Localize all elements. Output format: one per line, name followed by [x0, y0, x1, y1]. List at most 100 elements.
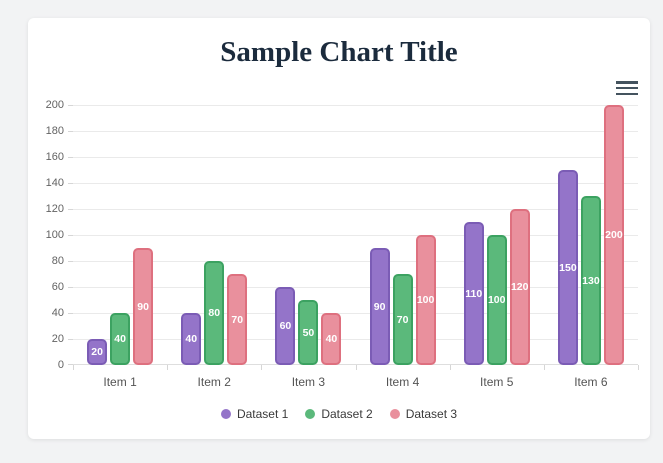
gridline: [73, 287, 638, 288]
x-tick-mark: [638, 365, 639, 370]
bar[interactable]: 60: [275, 287, 296, 365]
gridline: [73, 313, 638, 314]
bar-group: 60 50 40: [261, 105, 355, 365]
legend-color-dot-icon: [305, 409, 316, 419]
y-tick-mark: [68, 313, 73, 314]
x-axis-category-label: Item 1: [103, 375, 137, 389]
x-axis-line: [73, 364, 638, 365]
x-tick-mark: [167, 365, 169, 370]
y-tick-mark: [68, 157, 73, 158]
bar[interactable]: 130: [580, 196, 601, 365]
bar-value-label: 80: [208, 307, 221, 319]
bar[interactable]: 70: [392, 274, 413, 365]
y-axis-tick-label: 160: [45, 151, 64, 163]
hamburger-menu-icon[interactable]: [616, 80, 638, 96]
chart-legend: Dataset 1 Dataset 2 Dataset 3: [28, 407, 650, 421]
bar[interactable]: 80: [204, 261, 225, 365]
bar-group: 150 130 200: [544, 105, 638, 365]
y-tick-mark: [68, 105, 73, 106]
y-tick-mark: [68, 261, 73, 262]
bar[interactable]: 50: [298, 300, 319, 365]
x-axis-category-label: Item 4: [385, 375, 420, 389]
y-tick-mark: [68, 209, 73, 210]
bar-value-label: 110: [465, 287, 483, 300]
gridline: [73, 261, 638, 262]
legend-item[interactable]: Dataset 2: [305, 407, 373, 421]
y-axis-tick-label: 40: [51, 307, 64, 319]
chart-title: Sample Chart Title: [220, 36, 458, 68]
bar[interactable]: 110: [463, 222, 484, 365]
legend-item[interactable]: Dataset 3: [389, 407, 458, 421]
bar[interactable]: 90: [369, 248, 390, 365]
gridline: [73, 157, 638, 158]
bar-value-label: 50: [302, 326, 315, 339]
bar[interactable]: 150: [557, 170, 578, 365]
bar-group: 110 100 120: [450, 105, 544, 365]
y-axis-tick-label: 80: [51, 255, 64, 267]
y-tick-mark: [68, 131, 73, 132]
bar[interactable]: 20: [87, 339, 108, 365]
bar-value-label: 90: [137, 300, 149, 313]
x-axis-category-label: Item 6: [574, 375, 608, 389]
legend-label: Dataset 2: [321, 407, 373, 421]
y-tick-mark: [68, 287, 73, 288]
bar-value-label: 60: [279, 320, 292, 332]
y-axis-tick-label: 140: [45, 177, 64, 189]
bar-value-label: 20: [91, 346, 103, 358]
bar[interactable]: 120: [509, 209, 530, 365]
bar-group: 20 40 90: [73, 105, 167, 365]
y-tick-mark: [68, 183, 73, 184]
chart-card: Sample Chart Title 0 20 40 60 80 100 120 140 160…: [28, 18, 650, 439]
y-axis-tick-label: 100: [45, 229, 64, 241]
y-axis-tick-label: 20: [51, 333, 64, 345]
y-axis-tick-label: 60: [51, 281, 64, 293]
bar-value-label: 70: [396, 313, 409, 326]
gridline: [73, 235, 638, 236]
y-axis-tick-label: 0: [57, 359, 64, 371]
bar-group: 90 70 100: [356, 105, 450, 365]
gridline: [73, 105, 638, 106]
y-axis-tick-label: 120: [45, 203, 64, 215]
legend-label: Dataset 3: [405, 407, 458, 421]
gridline: [73, 131, 638, 132]
x-tick-mark: [543, 365, 545, 370]
x-axis-category-label: Item 3: [291, 375, 326, 389]
bar-value-label: 120: [510, 281, 529, 293]
bar-value-label: 130: [582, 274, 600, 287]
bar-value-label: 40: [325, 333, 338, 345]
bar[interactable]: 100: [486, 235, 507, 365]
x-tick-mark: [73, 365, 74, 370]
bar[interactable]: 40: [110, 313, 131, 365]
y-axis-tick-label: 180: [45, 125, 64, 137]
gridline: [73, 183, 638, 184]
bar-value-label: 150: [559, 261, 577, 274]
bar-value-label: 100: [487, 294, 506, 306]
bar[interactable]: 100: [415, 235, 436, 365]
gridline: [73, 339, 638, 340]
bar-value-label: 70: [231, 313, 244, 326]
x-axis-category-label: Item 2: [197, 375, 231, 389]
y-tick-mark: [68, 339, 73, 340]
bar[interactable]: 70: [227, 274, 248, 365]
legend-color-dot-icon: [220, 409, 231, 419]
gridline: [73, 209, 638, 210]
bar[interactable]: 40: [321, 313, 342, 365]
y-axis-tick-label: 200: [45, 99, 64, 111]
bar[interactable]: 90: [133, 248, 154, 365]
legend-label: Dataset 1: [236, 407, 289, 421]
x-tick-mark: [449, 365, 451, 370]
bar-group: 40 80 70: [167, 105, 261, 365]
plot-area: 0 20 40 60 80 100 120 140 160 180 200 20 40 90 Item 1 4…: [46, 99, 639, 389]
bar-value-label: 100: [416, 294, 435, 306]
bar-value-label: 40: [185, 333, 198, 345]
bar-value-label: 40: [114, 333, 126, 345]
x-axis-category-label: Item 5: [480, 375, 514, 389]
x-tick-mark: [261, 365, 263, 370]
y-tick-mark: [68, 364, 73, 365]
bar-value-label: 200: [605, 229, 623, 241]
bar-value-label: 90: [373, 300, 386, 313]
bar[interactable]: 40: [181, 313, 202, 365]
y-tick-mark: [68, 235, 73, 236]
legend-item[interactable]: Dataset 1: [220, 407, 289, 421]
bar[interactable]: 200: [603, 105, 624, 365]
